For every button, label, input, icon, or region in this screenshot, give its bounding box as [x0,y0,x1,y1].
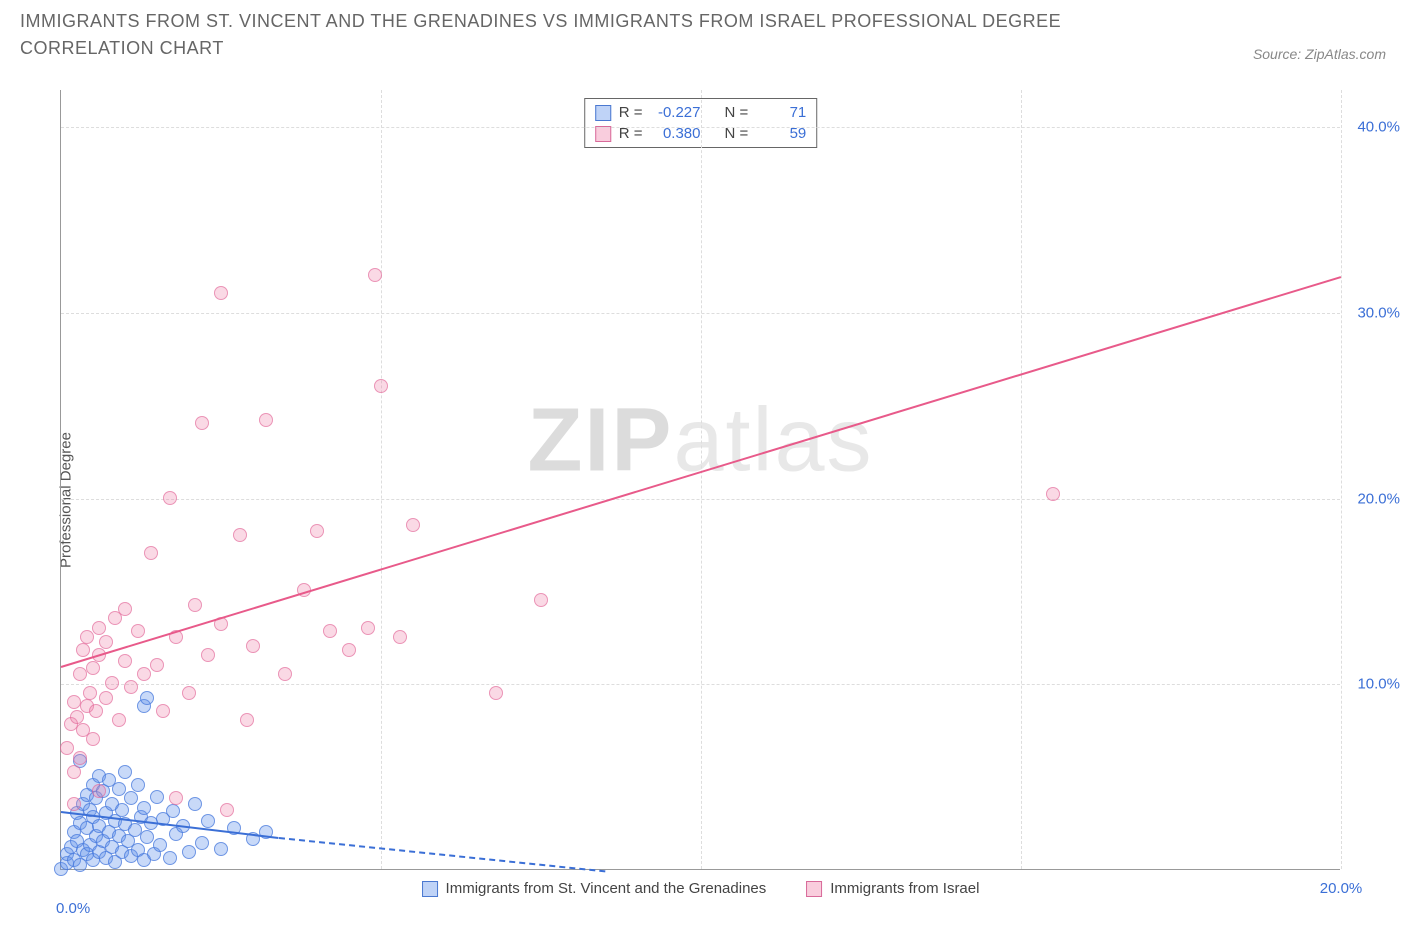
legend-item-1: Immigrants from Israel [806,880,979,897]
scatter-point [278,667,292,681]
gridline-v [381,90,382,869]
scatter-point [163,491,177,505]
scatter-point [374,379,388,393]
scatter-point [393,630,407,644]
legend-item-0: Immigrants from St. Vincent and the Gren… [422,880,767,897]
bottom-legend: Immigrants from St. Vincent and the Gren… [422,880,980,897]
gridline-v [701,90,702,869]
scatter-point [112,782,126,796]
gridline-v [1021,90,1022,869]
scatter-point [124,791,138,805]
source-label: Source: ZipAtlas.com [1253,46,1386,62]
scatter-point [131,624,145,638]
swatch-blue-icon [422,881,438,897]
scatter-point [99,691,113,705]
scatter-point [86,732,100,746]
swatch-pink-icon [806,881,822,897]
scatter-point [163,851,177,865]
scatter-point [201,648,215,662]
scatter-point [182,845,196,859]
scatter-point [489,686,503,700]
scatter-point [99,635,113,649]
scatter-point [240,713,254,727]
scatter-point [361,621,375,635]
scatter-point [259,413,273,427]
scatter-point [115,803,129,817]
scatter-point [150,790,164,804]
scatter-point [201,814,215,828]
scatter-point [166,804,180,818]
scatter-point [67,765,81,779]
scatter-point [246,639,260,653]
scatter-point [137,801,151,815]
scatter-point [86,661,100,675]
scatter-point [118,602,132,616]
x-tick-0: 0.0% [56,900,90,917]
scatter-point [182,686,196,700]
scatter-point [195,836,209,850]
chart-title: IMMIGRANTS FROM ST. VINCENT AND THE GREN… [20,8,1120,62]
scatter-point [323,624,337,638]
gridline-v [1341,90,1342,869]
chart-header: IMMIGRANTS FROM ST. VINCENT AND THE GREN… [0,0,1406,66]
scatter-point [112,713,126,727]
scatter-point [140,830,154,844]
scatter-point [118,654,132,668]
scatter-point [195,416,209,430]
scatter-point [214,286,228,300]
scatter-point [80,630,94,644]
scatter-point [534,593,548,607]
y-tick: 30.0% [1357,304,1400,321]
scatter-point [67,797,81,811]
scatter-point [188,797,202,811]
scatter-point [92,621,106,635]
scatter-point [169,791,183,805]
scatter-point [144,546,158,560]
scatter-point [105,676,119,690]
scatter-point [60,741,74,755]
scatter-point [131,778,145,792]
scatter-point [128,823,142,837]
scatter-point [310,524,324,538]
scatter-point [73,751,87,765]
scatter-point [118,765,132,779]
chart-container: Professional Degree ZIPatlas R = -0.227 … [20,80,1386,920]
scatter-point [70,710,84,724]
scatter-point [137,667,151,681]
scatter-point [342,643,356,657]
scatter-point [188,598,202,612]
y-tick: 10.0% [1357,676,1400,693]
scatter-point [124,680,138,694]
y-tick: 40.0% [1357,119,1400,136]
scatter-point [89,704,103,718]
scatter-point [150,658,164,672]
scatter-point [83,686,97,700]
scatter-point [153,838,167,852]
scatter-point [233,528,247,542]
scatter-point [368,268,382,282]
swatch-blue-icon [595,105,611,121]
scatter-point [76,643,90,657]
scatter-point [140,691,154,705]
scatter-point [220,803,234,817]
scatter-point [67,695,81,709]
scatter-point [214,842,228,856]
scatter-point [406,518,420,532]
plot-area: ZIPatlas R = -0.227 N = 71 R = 0.380 N =… [60,90,1340,870]
trend-line [278,837,605,872]
y-tick: 20.0% [1357,490,1400,507]
scatter-point [156,704,170,718]
scatter-point [1046,487,1060,501]
scatter-point [92,784,106,798]
x-tick: 20.0% [1320,880,1363,897]
